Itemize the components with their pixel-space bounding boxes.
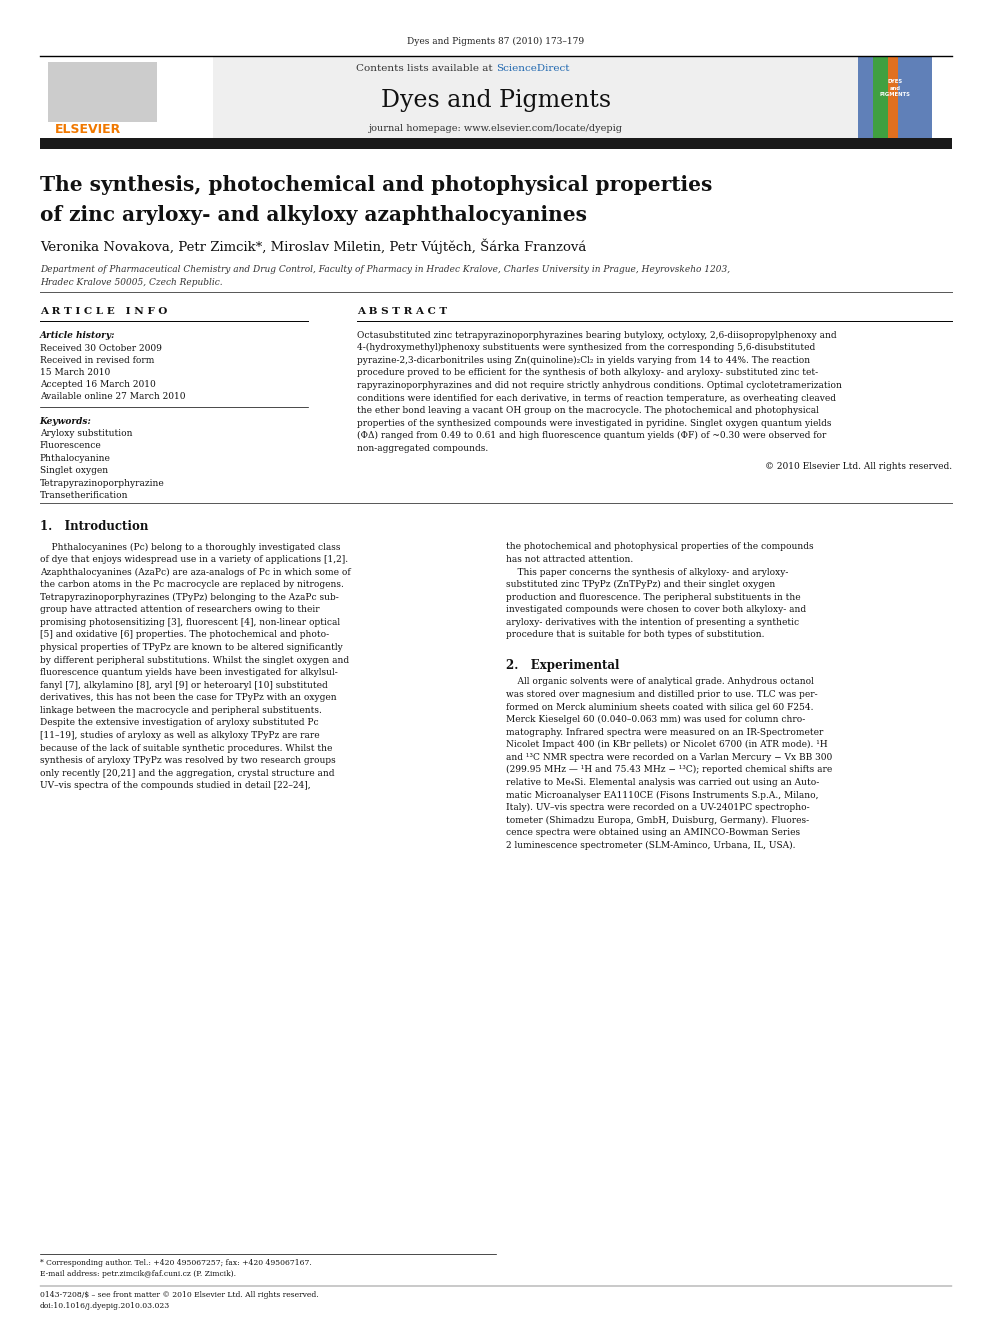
Text: journal homepage: www.elsevier.com/locate/dyepig: journal homepage: www.elsevier.com/locat… — [369, 124, 623, 134]
Text: pyrazine-2,3-dicarbonitriles using Zn(quinoline)₂Cl₂ in yields varying from 14 t: pyrazine-2,3-dicarbonitriles using Zn(qu… — [357, 356, 810, 365]
Text: Nicolet Impact 400 (in KBr pellets) or Nicolet 6700 (in ATR mode). ¹H: Nicolet Impact 400 (in KBr pellets) or N… — [506, 740, 827, 749]
Text: Keywords:: Keywords: — [40, 417, 91, 426]
Text: ScienceDirect: ScienceDirect — [496, 64, 569, 73]
Text: cence spectra were obtained using an AMINCO-Bowman Series: cence spectra were obtained using an AMI… — [506, 828, 800, 837]
Text: because of the lack of suitable synthetic procedures. Whilst the: because of the lack of suitable syntheti… — [40, 744, 332, 753]
Text: physical properties of TPyPz are known to be altered significantly: physical properties of TPyPz are known t… — [40, 643, 342, 652]
Text: [5] and oxidative [6] properties. The photochemical and photo-: [5] and oxidative [6] properties. The ph… — [40, 630, 328, 639]
Text: 4-(hydroxymethyl)phenoxy substituents were synthesized from the corresponding 5,: 4-(hydroxymethyl)phenoxy substituents we… — [357, 343, 815, 352]
Text: only recently [20,21] and the aggregation, crystal structure and: only recently [20,21] and the aggregatio… — [40, 769, 334, 778]
Text: This paper concerns the synthesis of alkyloxy- and aryloxy-: This paper concerns the synthesis of alk… — [506, 568, 789, 577]
Text: UV–vis spectra of the compounds studied in detail [22–24],: UV–vis spectra of the compounds studied … — [40, 781, 310, 790]
Text: ELSEVIER: ELSEVIER — [55, 123, 121, 136]
Text: synthesis of aryloxy TPyPz was resolved by two research groups: synthesis of aryloxy TPyPz was resolved … — [40, 755, 335, 765]
Text: © 2010 Elsevier Ltd. All rights reserved.: © 2010 Elsevier Ltd. All rights reserved… — [765, 462, 952, 471]
Text: Dyes and Pigments 87 (2010) 173–179: Dyes and Pigments 87 (2010) 173–179 — [408, 37, 584, 46]
Text: was stored over magnesium and distilled prior to use. TLC was per-: was stored over magnesium and distilled … — [506, 689, 817, 699]
Bar — [40, 56, 213, 139]
Text: 2.   Experimental: 2. Experimental — [506, 659, 619, 672]
Text: Dyes and Pigments: Dyes and Pigments — [381, 89, 611, 111]
Text: substituted zinc TPyPz (ZnTPyPz) and their singlet oxygen: substituted zinc TPyPz (ZnTPyPz) and the… — [506, 579, 775, 589]
Text: 1.   Introduction: 1. Introduction — [40, 520, 148, 533]
Text: Fluorescence: Fluorescence — [40, 441, 101, 450]
Text: [11–19], studies of aryloxy as well as alkyloxy TPyPz are rare: [11–19], studies of aryloxy as well as a… — [40, 730, 319, 740]
Text: A R T I C L E   I N F O: A R T I C L E I N F O — [40, 307, 167, 316]
Text: and ¹³C NMR spectra were recorded on a Varlan Mercury − Vx BB 300: and ¹³C NMR spectra were recorded on a V… — [506, 753, 832, 762]
Text: The synthesis, photochemical and photophysical properties: The synthesis, photochemical and photoph… — [40, 175, 712, 194]
Text: DYES
and
PIGMENTS: DYES and PIGMENTS — [880, 79, 911, 97]
Text: by different peripheral substitutions. Whilst the singlet oxygen and: by different peripheral substitutions. W… — [40, 655, 349, 664]
Text: tometer (Shimadzu Europa, GmbH, Duisburg, Germany). Fluores-: tometer (Shimadzu Europa, GmbH, Duisburg… — [506, 815, 809, 824]
Text: investigated compounds were chosen to cover both alkyloxy- and: investigated compounds were chosen to co… — [506, 605, 806, 614]
Text: of dye that enjoys widespread use in a variety of applications [1,2].: of dye that enjoys widespread use in a v… — [40, 556, 348, 564]
Text: (ΦΔ) ranged from 0.49 to 0.61 and high fluorescence quantum yields (ΦF) of ~0.30: (ΦΔ) ranged from 0.49 to 0.61 and high f… — [357, 431, 826, 441]
Text: conditions were identified for each derivative, in terms of reaction temperature: conditions were identified for each deri… — [357, 393, 836, 402]
Text: All organic solvents were of analytical grade. Anhydrous octanol: All organic solvents were of analytical … — [506, 677, 813, 687]
Text: Tetrapyrazinoporphyrazine: Tetrapyrazinoporphyrazine — [40, 479, 165, 488]
Text: E-mail address: petr.zimcik@faf.cuni.cz (P. Zimcik).: E-mail address: petr.zimcik@faf.cuni.cz … — [40, 1270, 236, 1278]
Text: Despite the extensive investigation of aryloxy substituted Pc: Despite the extensive investigation of a… — [40, 718, 318, 728]
Bar — [888, 56, 898, 139]
Text: formed on Merck aluminium sheets coated with silica gel 60 F254.: formed on Merck aluminium sheets coated … — [506, 703, 813, 712]
Text: fluorescence quantum yields have been investigated for alkylsul-: fluorescence quantum yields have been in… — [40, 668, 337, 677]
Text: Received 30 October 2009: Received 30 October 2009 — [40, 344, 162, 353]
Text: the carbon atoms in the Pc macrocycle are replaced by nitrogens.: the carbon atoms in the Pc macrocycle ar… — [40, 579, 343, 589]
Text: Article history:: Article history: — [40, 331, 115, 340]
Bar — [858, 56, 932, 139]
Text: doi:10.1016/j.dyepig.2010.03.023: doi:10.1016/j.dyepig.2010.03.023 — [40, 1302, 170, 1310]
Text: A B S T R A C T: A B S T R A C T — [357, 307, 447, 316]
Text: properties of the synthesized compounds were investigated in pyridine. Singlet o: properties of the synthesized compounds … — [357, 418, 831, 427]
Text: of zinc aryloxy- and alkyloxy azaphthalocyanines: of zinc aryloxy- and alkyloxy azaphthalo… — [40, 205, 586, 225]
Text: relative to Me₄Si. Elemental analysis was carried out using an Auto-: relative to Me₄Si. Elemental analysis wa… — [506, 778, 819, 787]
Text: Accepted 16 March 2010: Accepted 16 March 2010 — [40, 380, 156, 389]
Text: 15 March 2010: 15 March 2010 — [40, 368, 110, 377]
Text: Aryloxy substitution: Aryloxy substitution — [40, 429, 132, 438]
Text: Received in revised form: Received in revised form — [40, 356, 154, 365]
Text: non-aggregated compounds.: non-aggregated compounds. — [357, 443, 488, 452]
Text: matic Microanalyser EA1110CE (Fisons Instruments S.p.A., Milano,: matic Microanalyser EA1110CE (Fisons Ins… — [506, 790, 818, 799]
Text: Tetrapyrazinoporphyrazines (TPyPz) belonging to the AzaPc sub-: Tetrapyrazinoporphyrazines (TPyPz) belon… — [40, 593, 338, 602]
Text: group have attracted attention of researchers owing to their: group have attracted attention of resear… — [40, 605, 319, 614]
Bar — [873, 56, 888, 139]
Text: Octasubstituted zinc tetrapyrazinoporphyrazines bearing butyloxy, octyloxy, 2,6-: Octasubstituted zinc tetrapyrazinoporphy… — [357, 331, 836, 340]
Text: Transetherification: Transetherification — [40, 491, 128, 500]
Text: the ether bond leaving a vacant OH group on the macrocycle. The photochemical an: the ether bond leaving a vacant OH group… — [357, 406, 819, 415]
Text: production and fluorescence. The peripheral substituents in the: production and fluorescence. The periphe… — [506, 593, 801, 602]
Text: (299.95 MHz — ¹H and 75.43 MHz − ¹³C); reported chemical shifts are: (299.95 MHz — ¹H and 75.43 MHz − ¹³C); r… — [506, 765, 832, 774]
Text: 2 luminescence spectrometer (SLM-Aminco, Urbana, IL, USA).: 2 luminescence spectrometer (SLM-Aminco,… — [506, 840, 796, 849]
Text: Contents lists available at: Contents lists available at — [356, 64, 496, 73]
Text: promising photosensitizing [3], fluorescent [4], non-linear optical: promising photosensitizing [3], fluoresc… — [40, 618, 340, 627]
Text: rapyrazinoporphyrazines and did not require strictly anhydrous conditions. Optim: rapyrazinoporphyrazines and did not requ… — [357, 381, 842, 390]
Text: * Corresponding author. Tel.: +420 495067257; fax: +420 495067167.: * Corresponding author. Tel.: +420 49506… — [40, 1259, 311, 1267]
Text: procedure proved to be efficient for the synthesis of both alkyloxy- and aryloxy: procedure proved to be efficient for the… — [357, 368, 818, 377]
Text: Phthalocyanine: Phthalocyanine — [40, 454, 110, 463]
Text: Available online 27 March 2010: Available online 27 March 2010 — [40, 392, 186, 401]
Bar — [48, 62, 157, 122]
Bar — [40, 56, 858, 139]
Text: the photochemical and photophysical properties of the compounds: the photochemical and photophysical prop… — [506, 542, 813, 552]
Text: Veronika Novakova, Petr Zimcik*, Miroslav Miletin, Petr Vújtěch, Šárka Franzová: Veronika Novakova, Petr Zimcik*, Mirosla… — [40, 238, 586, 254]
Text: linkage between the macrocycle and peripheral substituents.: linkage between the macrocycle and perip… — [40, 705, 321, 714]
Text: Singlet oxygen: Singlet oxygen — [40, 466, 108, 475]
Text: Italy). UV–vis spectra were recorded on a UV-2401PC spectropho-: Italy). UV–vis spectra were recorded on … — [506, 803, 809, 812]
Text: Department of Pharmaceutical Chemistry and Drug Control, Faculty of Pharmacy in : Department of Pharmaceutical Chemistry a… — [40, 265, 730, 274]
Text: fanyl [7], alkylamino [8], aryl [9] or heteroaryl [10] substituted: fanyl [7], alkylamino [8], aryl [9] or h… — [40, 680, 327, 689]
Text: aryloxy- derivatives with the intention of presenting a synthetic: aryloxy- derivatives with the intention … — [506, 618, 799, 627]
Text: has not attracted attention.: has not attracted attention. — [506, 556, 633, 564]
Text: Phthalocyanines (Pc) belong to a thoroughly investigated class: Phthalocyanines (Pc) belong to a thoroug… — [40, 542, 340, 552]
Text: 0143-7208/$ – see front matter © 2010 Elsevier Ltd. All rights reserved.: 0143-7208/$ – see front matter © 2010 El… — [40, 1291, 318, 1299]
Bar — [40, 138, 952, 149]
Text: matography. Infrared spectra were measured on an IR-Spectrometer: matography. Infrared spectra were measur… — [506, 728, 823, 737]
Text: Merck Kieselgel 60 (0.040–0.063 mm) was used for column chro-: Merck Kieselgel 60 (0.040–0.063 mm) was … — [506, 714, 806, 724]
Text: derivatives, this has not been the case for TPyPz with an oxygen: derivatives, this has not been the case … — [40, 693, 336, 703]
Text: Hradec Kralove 50005, Czech Republic.: Hradec Kralove 50005, Czech Republic. — [40, 278, 222, 287]
Text: Azaphthalocyanines (AzaPc) are aza-analogs of Pc in which some of: Azaphthalocyanines (AzaPc) are aza-analo… — [40, 568, 350, 577]
Text: procedure that is suitable for both types of substitution.: procedure that is suitable for both type… — [506, 630, 765, 639]
